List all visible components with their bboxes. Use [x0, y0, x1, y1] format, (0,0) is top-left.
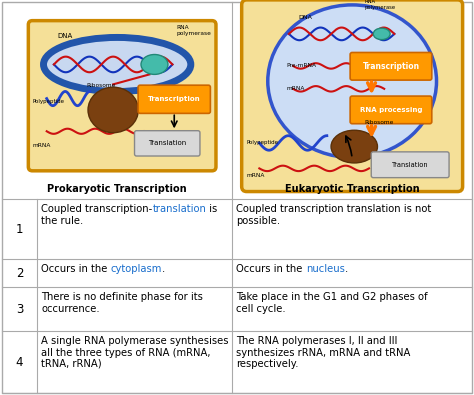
Text: translation: translation: [153, 205, 206, 214]
Text: Coupled transcription-: Coupled transcription-: [41, 205, 153, 214]
Text: Polypeptide: Polypeptide: [32, 99, 64, 104]
Text: Occurs in the: Occurs in the: [237, 264, 306, 274]
Text: RNA
polymerase: RNA polymerase: [176, 25, 211, 36]
Ellipse shape: [88, 87, 138, 133]
Text: cell cycle.: cell cycle.: [237, 304, 286, 314]
Ellipse shape: [373, 28, 390, 40]
Ellipse shape: [331, 130, 377, 163]
Text: occurrence.: occurrence.: [41, 304, 100, 314]
Text: mRNA: mRNA: [246, 173, 265, 178]
Text: Translation: Translation: [148, 140, 186, 147]
Text: 1: 1: [16, 223, 23, 236]
Text: .: .: [345, 264, 348, 274]
FancyBboxPatch shape: [135, 131, 200, 156]
Text: Ribosome: Ribosome: [86, 83, 116, 88]
Text: 3: 3: [16, 303, 23, 316]
Text: synthesizes rRNA, mRNA and tRNA: synthesizes rRNA, mRNA and tRNA: [237, 348, 410, 357]
Text: is: is: [206, 205, 218, 214]
Text: Polypeptide: Polypeptide: [246, 141, 279, 145]
Text: Ribosome: Ribosome: [365, 120, 394, 126]
Text: DNA: DNA: [299, 15, 313, 20]
Text: tRNA, rRNA): tRNA, rRNA): [41, 359, 102, 369]
Text: Pre-mRNA: Pre-mRNA: [286, 64, 316, 68]
Text: Translation: Translation: [392, 162, 428, 168]
Ellipse shape: [268, 5, 437, 158]
Text: Transcription: Transcription: [148, 96, 201, 102]
Text: A single RNA polymerase synthesises: A single RNA polymerase synthesises: [41, 337, 229, 346]
Text: Occurs in the: Occurs in the: [41, 264, 111, 274]
Text: cytoplasm: cytoplasm: [111, 264, 162, 274]
Text: Take place in the G1 and G2 phases of: Take place in the G1 and G2 phases of: [237, 292, 428, 303]
Text: There is no definite phase for its: There is no definite phase for its: [41, 292, 203, 303]
Text: mRNA: mRNA: [32, 143, 51, 148]
Text: nucleus: nucleus: [306, 264, 345, 274]
Text: all the three types of RNA (mRNA,: all the three types of RNA (mRNA,: [41, 348, 211, 357]
FancyBboxPatch shape: [242, 0, 463, 192]
FancyBboxPatch shape: [371, 152, 449, 178]
Text: Coupled transcription translation is not: Coupled transcription translation is not: [237, 205, 431, 214]
FancyBboxPatch shape: [28, 21, 216, 171]
Text: Transcription: Transcription: [363, 62, 419, 71]
Text: respectively.: respectively.: [237, 359, 299, 369]
Text: 4: 4: [16, 356, 23, 369]
Text: The RNA polymerases I, II and III: The RNA polymerases I, II and III: [237, 337, 398, 346]
FancyBboxPatch shape: [350, 96, 432, 124]
Text: RNA processing: RNA processing: [360, 107, 422, 113]
Text: 2: 2: [16, 267, 23, 280]
Text: mRNA: mRNA: [286, 87, 305, 91]
FancyBboxPatch shape: [138, 85, 210, 113]
Text: possible.: possible.: [237, 216, 281, 226]
Text: RNA
polymerase: RNA polymerase: [365, 0, 396, 10]
Text: Eukaryotic Transcription: Eukaryotic Transcription: [285, 184, 419, 194]
Text: .: .: [162, 264, 165, 274]
Ellipse shape: [141, 55, 168, 74]
FancyBboxPatch shape: [350, 53, 432, 80]
Text: the rule.: the rule.: [41, 216, 83, 226]
Text: DNA: DNA: [57, 33, 73, 39]
Ellipse shape: [44, 38, 191, 92]
Text: Prokaryotic Transcription: Prokaryotic Transcription: [47, 184, 187, 194]
